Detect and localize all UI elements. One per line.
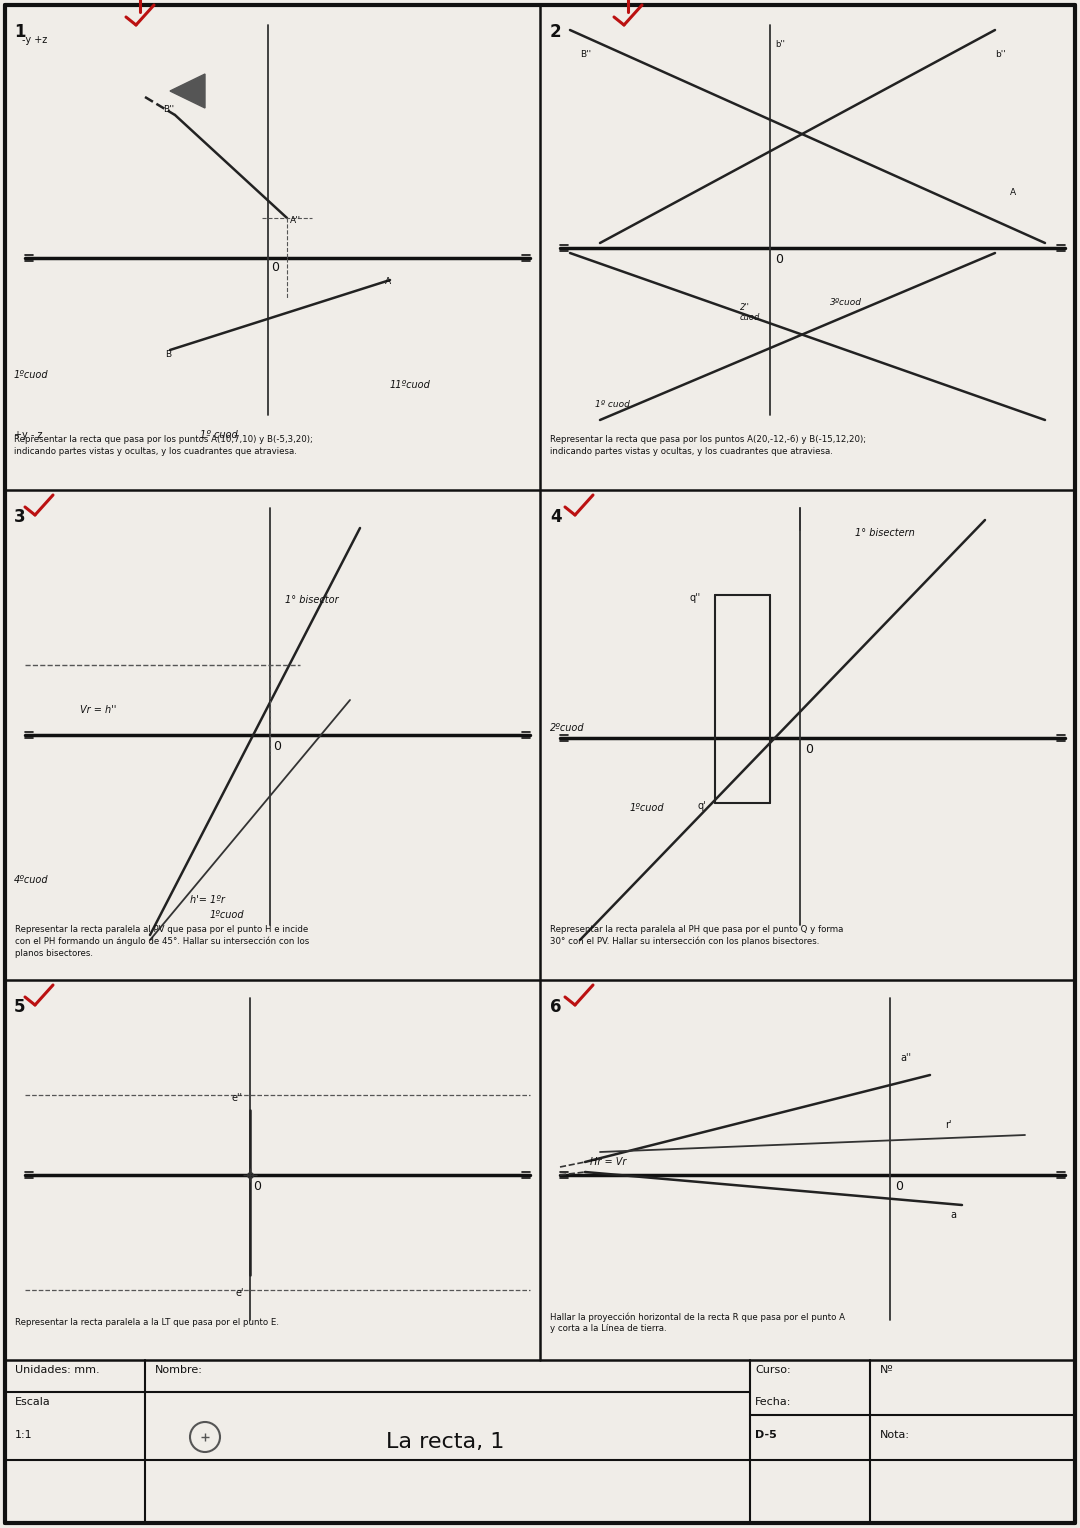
Text: 6: 6 (550, 998, 562, 1016)
Text: e'': e'' (232, 1093, 243, 1103)
Text: 1º cuod: 1º cuod (200, 429, 238, 440)
Text: Fecha:: Fecha: (755, 1397, 792, 1407)
Text: 3: 3 (14, 507, 26, 526)
Text: 1ºcuod: 1ºcuod (210, 911, 245, 920)
Text: A: A (1010, 188, 1016, 197)
Text: q'': q'' (690, 593, 701, 604)
Text: indicando partes vistas y ocultas, y los cuadrantes que atraviesa.: indicando partes vistas y ocultas, y los… (550, 448, 833, 455)
Text: 1° bisectern: 1° bisectern (855, 529, 915, 538)
Text: 11ºcuod: 11ºcuod (390, 380, 431, 390)
Text: q': q' (697, 801, 705, 811)
Text: 0: 0 (775, 254, 783, 266)
Text: 2''
cuod.: 2'' cuod. (740, 303, 762, 322)
Text: A'': A'' (291, 215, 301, 225)
Text: 3ºcuod: 3ºcuod (831, 298, 862, 307)
Text: a: a (950, 1210, 956, 1219)
Text: indicando partes vistas y ocultas, y los cuadrantes que atraviesa.: indicando partes vistas y ocultas, y los… (14, 448, 297, 455)
Text: 1: 1 (14, 23, 26, 41)
Text: 2ºcuod: 2ºcuod (550, 723, 584, 733)
Text: b'': b'' (775, 40, 785, 49)
Text: Representar la recta paralela al PV que pasa por el punto H e incide: Representar la recta paralela al PV que … (15, 924, 308, 934)
Text: a'': a'' (900, 1053, 912, 1063)
Text: Escala: Escala (15, 1397, 51, 1407)
Text: 4: 4 (550, 507, 562, 526)
Text: h'= 1ºr: h'= 1ºr (190, 895, 225, 905)
Text: 1º cuod: 1º cuod (595, 400, 630, 410)
Text: Unidades: mm.: Unidades: mm. (15, 1365, 99, 1375)
Text: Hr = Vr: Hr = Vr (590, 1157, 626, 1167)
Text: 0: 0 (271, 261, 279, 274)
Text: 0: 0 (805, 743, 813, 756)
Text: Curso:: Curso: (755, 1365, 791, 1375)
Text: e': e' (235, 1288, 243, 1297)
Text: 0: 0 (273, 740, 281, 753)
Text: Representar la recta paralela a la LT que pasa por el punto E.: Representar la recta paralela a la LT qu… (15, 1319, 279, 1326)
Text: 0: 0 (895, 1180, 903, 1193)
Text: Nota:: Nota: (880, 1430, 910, 1439)
Polygon shape (170, 73, 205, 108)
Text: B: B (165, 350, 171, 359)
Text: Representar la recta que pasa por los puntos A(20,-12,-6) y B(-15,12,20);: Representar la recta que pasa por los pu… (550, 435, 866, 445)
Text: Representar la recta que pasa por los puntos A(10,7,10) y B(-5,3,20);: Representar la recta que pasa por los pu… (14, 435, 313, 445)
Text: planos bisectores.: planos bisectores. (15, 949, 93, 958)
Text: r': r' (945, 1120, 951, 1131)
Text: +y - z: +y - z (14, 429, 42, 440)
Text: y corta a la Línea de tierra.: y corta a la Línea de tierra. (550, 1323, 666, 1332)
Text: -y +z: -y +z (22, 35, 48, 44)
Text: 2: 2 (550, 23, 562, 41)
Text: B'': B'' (580, 50, 591, 60)
Text: 5: 5 (14, 998, 26, 1016)
Text: 1ºcuod: 1ºcuod (630, 804, 664, 813)
Text: A: A (384, 277, 391, 286)
Text: Nº: Nº (880, 1365, 893, 1375)
Text: 1ºcuod: 1ºcuod (14, 370, 49, 380)
Text: D-5: D-5 (755, 1430, 777, 1439)
Text: Hallar la proyección horizontal de la recta R que pasa por el punto A: Hallar la proyección horizontal de la re… (550, 1313, 845, 1322)
Text: 1° bisector: 1° bisector (285, 594, 339, 605)
Text: 4ºcuod: 4ºcuod (14, 876, 49, 885)
Text: B'': B'' (163, 105, 174, 115)
Text: Vr = h'': Vr = h'' (80, 704, 117, 715)
Text: con el PH formando un ángulo de 45°. Hallar su intersección con los: con el PH formando un ángulo de 45°. Hal… (15, 937, 309, 946)
Text: La recta, 1: La recta, 1 (386, 1432, 504, 1452)
Text: b'': b'' (995, 50, 1005, 60)
Text: Representar la recta paralela al PH que pasa por el punto Q y forma: Representar la recta paralela al PH que … (550, 924, 843, 934)
Text: 0: 0 (253, 1180, 261, 1193)
Text: Nombre:: Nombre: (156, 1365, 203, 1375)
Text: 30° con el PV. Hallar su intersección con los planos bisectores.: 30° con el PV. Hallar su intersección co… (550, 937, 820, 946)
Text: 1:1: 1:1 (15, 1430, 32, 1439)
